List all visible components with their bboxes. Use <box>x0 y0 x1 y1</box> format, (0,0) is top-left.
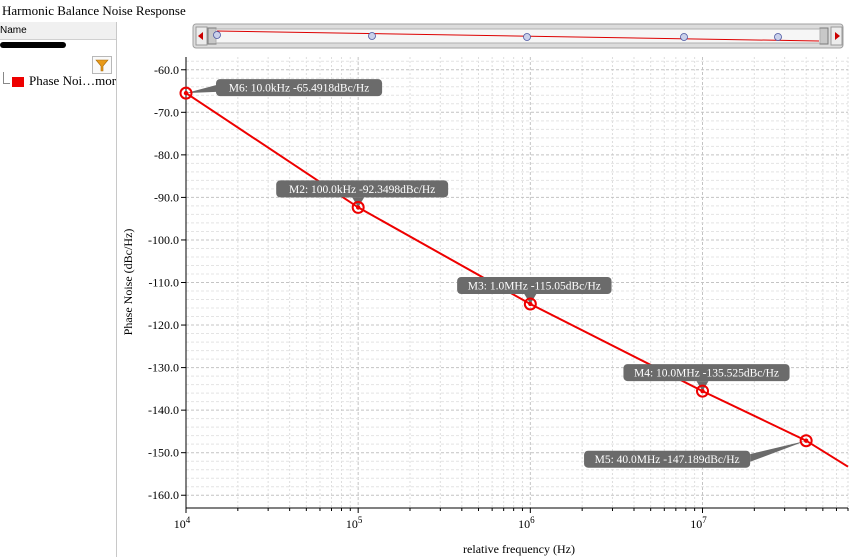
arrow-right-icon <box>835 32 840 40</box>
y-tick-label: -110.0 <box>148 276 179 290</box>
y-tick-label: -120.0 <box>148 318 179 332</box>
redacted-text <box>0 42 66 48</box>
x-axis-label: relative frequency (Hz) <box>463 542 575 556</box>
filter-icon <box>95 59 109 72</box>
marker-m3[interactable]: M3: 1.0MHz -115.05dBc/Hz <box>457 276 612 311</box>
marker-label-text: M6: 10.0kHz -65.4918dBc/Hz <box>229 83 370 95</box>
marker-dot <box>528 301 533 307</box>
marker-label-text: M2: 100.0kHz -92.3498dBc/Hz <box>289 184 435 196</box>
marker-m6[interactable]: M6: 10.0kHz -65.4918dBc/Hz <box>179 79 383 100</box>
legend-color-swatch <box>12 77 24 87</box>
y-tick-label: -90.0 <box>154 190 179 204</box>
marker-label-text: M3: 1.0MHz -115.05dBc/Hz <box>468 280 601 292</box>
x-tick-label: 107 <box>690 515 707 531</box>
y-tick-label: -150.0 <box>148 446 179 460</box>
legend-panel: Name Phase Noi…mor <box>0 22 117 557</box>
markers[interactable]: M6: 10.0kHz -65.4918dBc/Hz M2: 100.0kHz -… <box>179 79 813 468</box>
y-tick-label: -130.0 <box>148 361 179 375</box>
marker-pointer <box>186 85 216 94</box>
marker-label-box <box>276 180 449 198</box>
marker-label-box <box>216 79 383 97</box>
marker-ring <box>179 86 193 100</box>
overview-trace <box>216 30 820 42</box>
tree-connector <box>3 72 10 84</box>
marker-label-text: M4: 10.0MHz -135.525dBc/Hz <box>634 368 779 380</box>
window-title: Harmonic Balance Noise Response <box>2 3 186 18</box>
y-tick-label: -60.0 <box>154 63 179 77</box>
marker-pointer <box>750 440 807 462</box>
range-handle-right[interactable] <box>819 27 829 45</box>
marker-dot <box>803 438 809 443</box>
y-tick-label: -140.0 <box>148 403 179 417</box>
arrow-left-icon <box>198 32 203 40</box>
y-tick-label: -160.0 <box>148 488 179 502</box>
x-tick-label: 105 <box>346 515 363 531</box>
marker-m2[interactable]: M2: 100.0kHz -92.3498dBc/Hz <box>276 180 449 214</box>
legend-item-label[interactable]: Phase Noi…mor <box>29 73 117 88</box>
marker-dot <box>700 388 705 394</box>
y-axis-label: Phase Noise (dBc/Hz) <box>121 229 135 336</box>
y-tick-label: -70.0 <box>154 105 179 119</box>
y-tick-label: -80.0 <box>154 148 179 162</box>
x-tick-label: 106 <box>518 515 535 531</box>
overview-strip[interactable] <box>192 23 844 49</box>
marker-ring <box>696 384 710 398</box>
filter-button[interactable] <box>92 56 112 74</box>
marker-ring <box>351 200 365 214</box>
y-tick-label: -100.0 <box>148 233 179 247</box>
marker-ring <box>523 297 537 311</box>
overview-marker-icons <box>213 31 782 41</box>
marker-label-box <box>584 450 751 468</box>
marker-ring <box>799 434 813 448</box>
name-column-header[interactable]: Name <box>0 22 116 40</box>
marker-m4[interactable]: M4: 10.0MHz -135.525dBc/Hz <box>623 364 790 398</box>
marker-label-text: M5: 40.0MHz -147.189dBc/Hz <box>595 454 740 466</box>
y-tick-labels: -60.0 -70.0 -80.0 -90.0 -100.0 -110.0 -120.0 -1… <box>148 63 186 502</box>
x-tick-labels: 104 105 106 107 <box>174 508 849 531</box>
marker-label-box <box>457 276 612 294</box>
marker-m5[interactable]: M5: 40.0MHz -147.189dBc/Hz <box>584 434 813 468</box>
marker-dot <box>355 205 361 210</box>
marker-label-box <box>623 364 790 382</box>
marker-dot <box>183 90 189 96</box>
x-tick-label: 104 <box>174 515 191 531</box>
